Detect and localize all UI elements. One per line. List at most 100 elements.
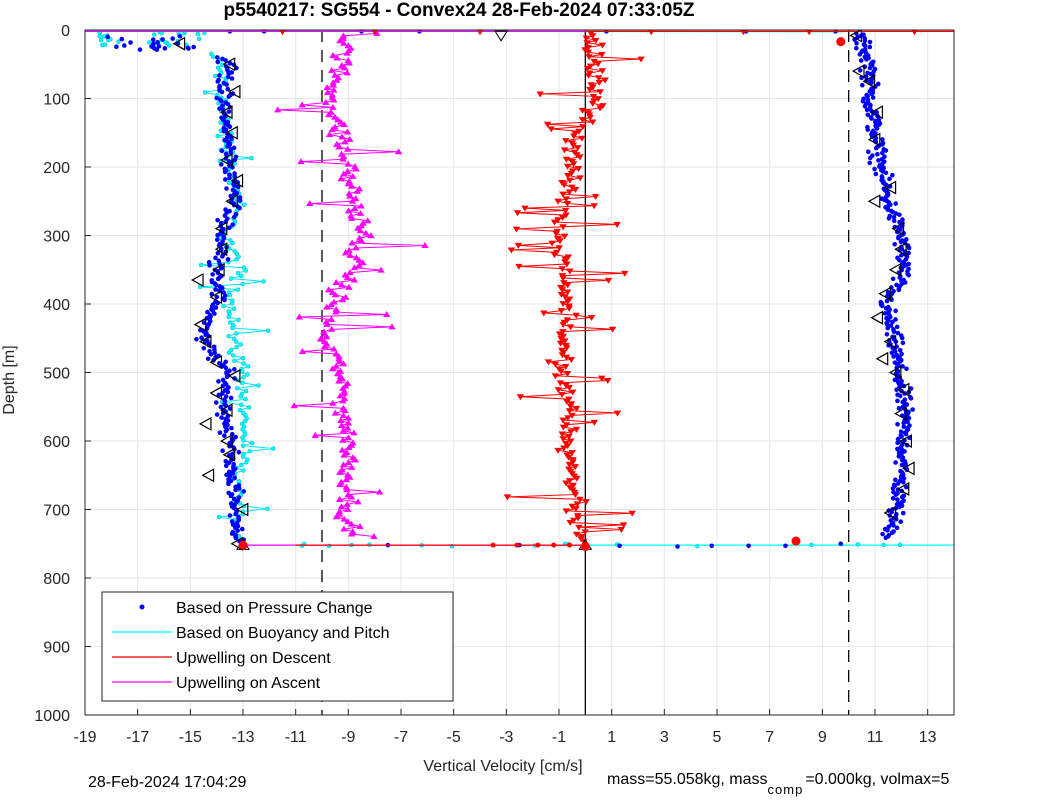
x-tick-label: -7 — [394, 729, 408, 746]
buoyancy-point — [210, 54, 216, 59]
upwelling-ascent-point — [343, 128, 352, 135]
upwelling-ascent-point — [328, 325, 336, 332]
upwelling-ascent-point — [333, 370, 342, 377]
upwelling-descent-point — [567, 542, 573, 548]
pressure-point — [867, 65, 873, 71]
upwelling-descent-point — [566, 268, 574, 275]
buoyancy-point — [242, 202, 247, 207]
upwelling-ascent-point — [344, 419, 353, 426]
upwelling-ascent-point — [350, 264, 359, 271]
pressure-point — [897, 393, 903, 399]
upwelling-ascent-point — [331, 123, 339, 130]
upwelling-ascent-point — [325, 131, 334, 137]
buoyancy-point — [245, 364, 251, 369]
buoyancy-point — [256, 383, 261, 388]
upwelling-ascent-point — [344, 459, 353, 465]
legend-box — [101, 591, 454, 702]
upwelling-ascent-point — [349, 172, 357, 179]
upwelling-ascent-point — [353, 187, 362, 194]
pressure-point — [213, 282, 219, 288]
pressure-point — [219, 162, 224, 167]
upwelling-ascent-point — [340, 170, 348, 177]
y-axis-label: Depth [m] — [1, 345, 18, 414]
buoyancy-point — [226, 333, 231, 339]
upwelling-ascent-point — [344, 207, 353, 214]
buoyancy-point — [270, 446, 276, 451]
pressure-point — [219, 148, 225, 154]
upwelling-descent-point — [583, 40, 591, 47]
upwelling-ascent-point — [344, 160, 352, 167]
ascent-triangle-marker — [894, 242, 907, 257]
upwelling-ascent-point — [354, 498, 362, 505]
buoyancy-point — [855, 542, 861, 547]
upwelling-ascent-point — [346, 192, 354, 199]
ascent-triangle-marker — [883, 334, 897, 349]
upwelling-descent-point — [637, 56, 645, 63]
upwelling-ascent-point — [329, 52, 337, 59]
pressure-point — [890, 172, 895, 178]
pressure-point — [887, 314, 893, 320]
pressure-point — [219, 89, 225, 95]
pressure-point — [227, 406, 233, 411]
y-tick-label: 600 — [43, 434, 70, 451]
descent-triangle-marker — [227, 84, 241, 99]
pressure-point — [783, 543, 788, 549]
ascent-triangle-marker — [888, 262, 902, 277]
pressure-point — [225, 389, 231, 395]
pressure-point — [862, 38, 868, 44]
upwelling-descent-point — [582, 499, 590, 506]
descent-triangle-marker — [201, 468, 215, 483]
buoyancy-point — [230, 240, 235, 246]
pressure-point — [212, 350, 217, 356]
upwelling-ascent-point — [328, 66, 336, 73]
upwelling-ascent-point — [332, 350, 340, 357]
upwelling-ascent-point — [335, 496, 344, 502]
upwelling-ascent-point — [343, 69, 351, 76]
upwelling-ascent-point — [337, 118, 345, 125]
pressure-point — [910, 407, 915, 412]
upwelling-descent-point — [571, 492, 580, 499]
upwelling-ascent-point — [274, 106, 282, 113]
pressure-point — [233, 511, 238, 517]
pressure-point — [220, 254, 225, 259]
pressure-point — [884, 298, 890, 304]
upwelling-ascent-point — [343, 500, 351, 507]
pressure-point — [223, 58, 228, 63]
buoyancy-point — [241, 438, 246, 443]
pressure-point — [867, 44, 873, 50]
upwelling-ascent-point — [338, 375, 346, 382]
upwelling-ascent-point — [356, 227, 365, 234]
x-tick-label: -9 — [341, 729, 355, 746]
pressure-point — [853, 45, 859, 51]
upwelling-ascent-point — [356, 523, 364, 530]
ascent-triangle-marker — [896, 481, 910, 496]
pressure-point — [886, 216, 892, 221]
upwelling-descent-point — [562, 196, 570, 203]
red-dot-marker — [791, 536, 801, 546]
upwelling-descent-point — [515, 263, 523, 270]
chart-title: p5540217: SG554 - Convex24 28-Feb-2024 0… — [223, 0, 694, 21]
upwelling-descent-point — [585, 54, 593, 61]
pressure-point — [884, 322, 890, 327]
pressure-point — [893, 211, 899, 216]
pressure-point — [225, 86, 231, 92]
pressure-point — [114, 44, 119, 50]
legend-label: Based on Buoyancy and Pitch — [176, 625, 389, 642]
pressure-point — [891, 354, 896, 359]
descent-triangle-marker — [198, 334, 212, 349]
x-tick-label: 3 — [660, 729, 669, 746]
upwelling-descent-point — [576, 154, 584, 161]
pressure-point — [194, 336, 199, 342]
upwelling-ascent-point — [343, 168, 352, 174]
upwelling-ascent-point — [335, 510, 344, 517]
upwelling-descent-point — [558, 431, 567, 438]
ascent-triangle-marker — [883, 505, 897, 520]
pressure-point — [235, 184, 241, 190]
pressure-point — [236, 449, 242, 455]
pressure-point — [191, 44, 196, 50]
pressure-point — [222, 213, 228, 218]
red-dot-marker — [580, 541, 590, 551]
pressure-point — [231, 214, 237, 220]
upwelling-descent-point — [805, 30, 813, 36]
pressure-point — [876, 117, 882, 123]
